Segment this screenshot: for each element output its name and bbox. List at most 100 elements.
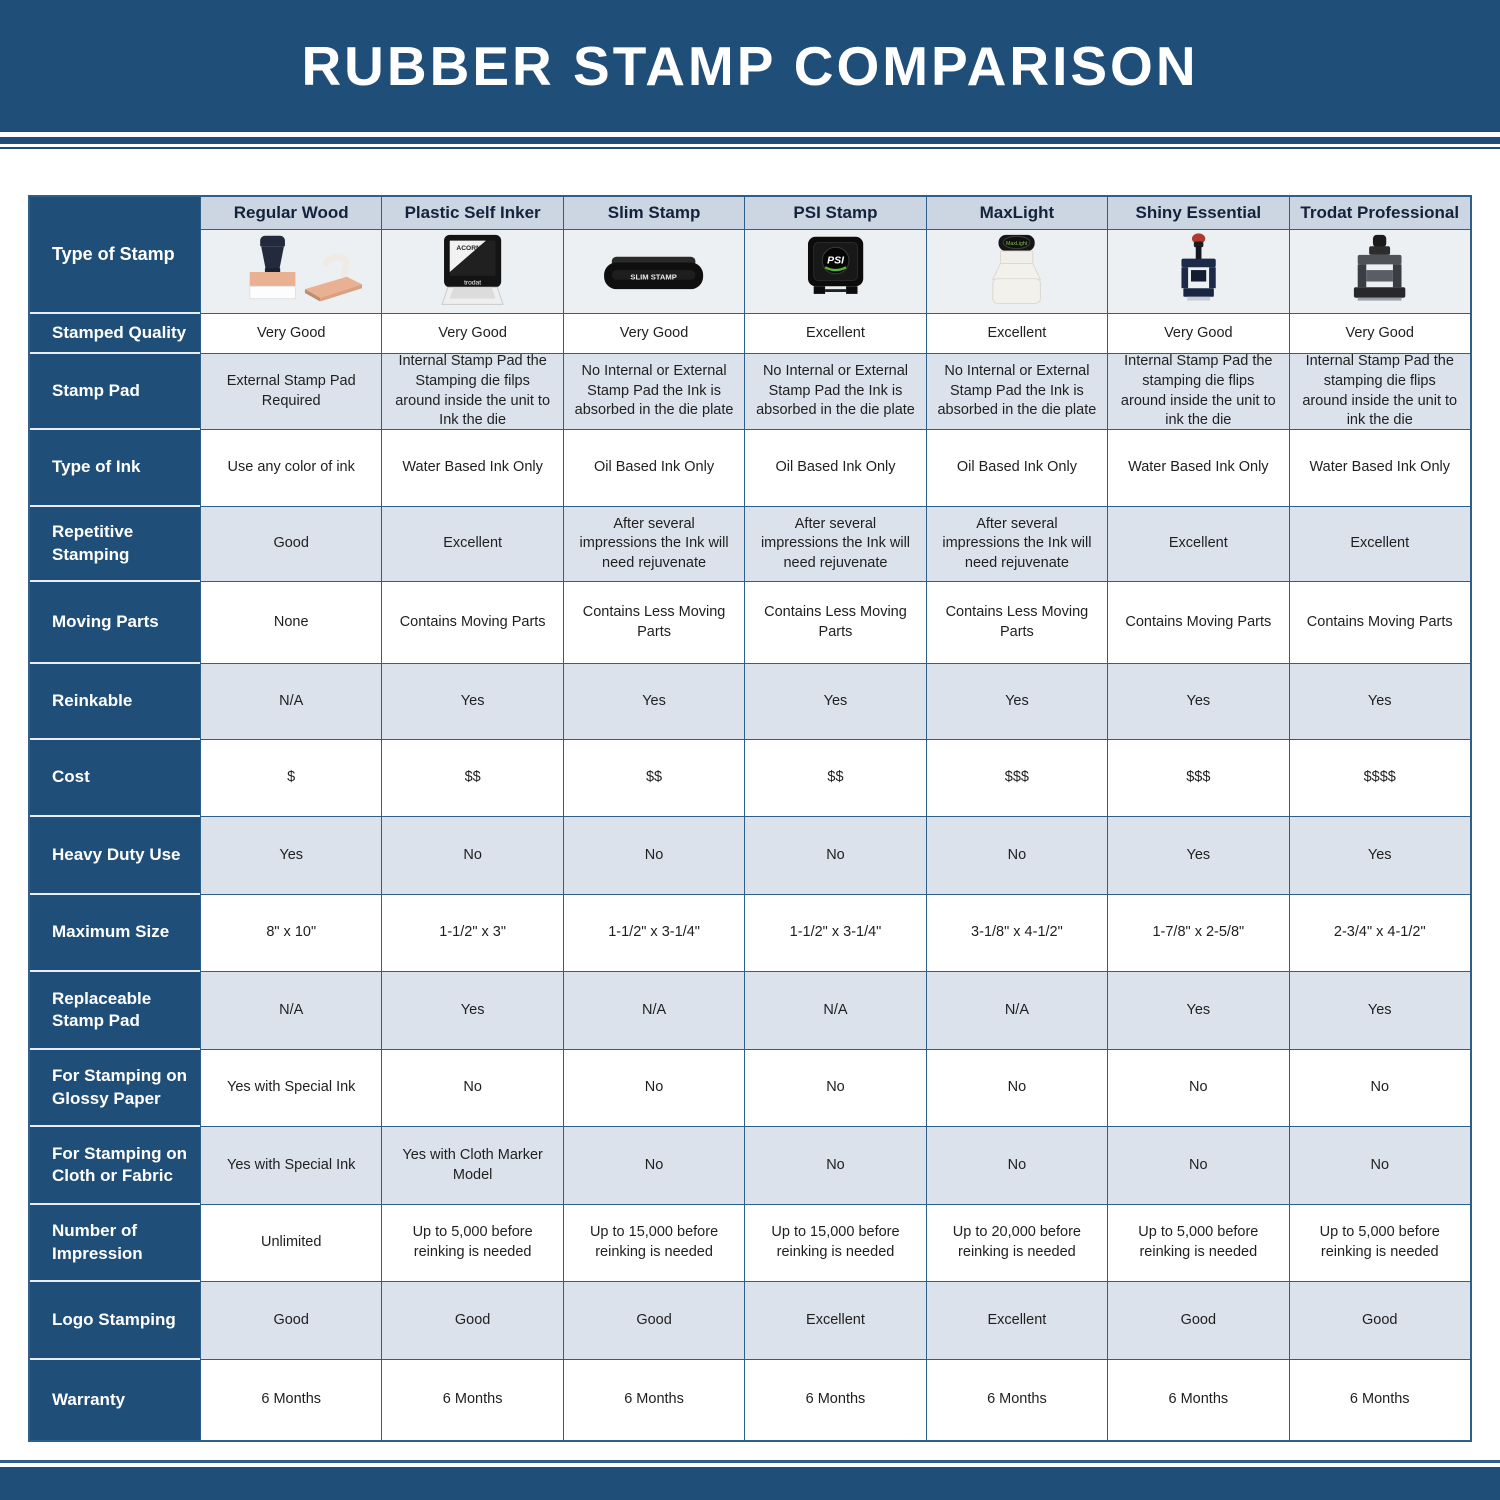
cell-logo-stamping-slim-stamp: Good xyxy=(562,1282,745,1360)
row-label-heavy-duty-use: Heavy Duty Use xyxy=(30,817,200,895)
table-row-maximum-size: Maximum Size 8" x 10" 1-1/2" x 3" 1-1/2" x … xyxy=(30,895,1470,972)
cell-for-stamping-on-glossy-paper-trodat-professional: No xyxy=(1288,1050,1470,1127)
page-footer xyxy=(0,1460,1500,1500)
cell-reinkable-trodat-professional: Yes xyxy=(1288,664,1470,740)
header-divider-thin-line xyxy=(0,147,1500,149)
cell-cost-trodat-professional: $$$$ xyxy=(1288,740,1470,817)
cell-for-stamping-on-glossy-paper-slim-stamp: No xyxy=(562,1050,745,1127)
header-divider-gap-2 xyxy=(0,144,1500,147)
cell-stamp-pad-plastic-self-inker: Internal Stamp Pad the Stamping die filp… xyxy=(381,353,563,430)
cell-replaceable-stamp-pad-regular-wood: N/A xyxy=(200,972,382,1050)
table-row-repetitive-stamping: Repetitive Stamping Good Excellent After se… xyxy=(30,507,1470,582)
cell-type-of-ink-psi-stamp: Oil Based Ink Only xyxy=(744,430,926,507)
cell-warranty-trodat-professional: 6 Months xyxy=(1288,1360,1470,1440)
psi-stamp-image-cell: PSI xyxy=(744,230,926,314)
cell-moving-parts-slim-stamp: Contains Less Moving Parts xyxy=(562,582,745,664)
cell-stamp-pad-trodat-professional: Internal Stamp Pad the stamping die flip… xyxy=(1288,353,1470,430)
cell-logo-stamping-trodat-professional: Good xyxy=(1288,1282,1470,1360)
cell-replaceable-stamp-pad-trodat-professional: Yes xyxy=(1288,972,1470,1050)
comparison-table: Type of Stamp Regular Wood Plastic Self I… xyxy=(28,195,1472,1442)
regular-wood-stamp-image xyxy=(248,235,362,302)
cell-repetitive-stamping-trodat-professional: Excellent xyxy=(1288,507,1470,582)
page-title: RUBBER STAMP COMPARISON xyxy=(301,35,1199,97)
row-label-repetitive-stamping: Repetitive Stamping xyxy=(30,507,200,582)
cell-cost-psi-stamp: $$ xyxy=(744,740,926,817)
row-label-stamped-quality: Stamped Quality xyxy=(30,314,200,354)
cell-stamp-pad-regular-wood: External Stamp Pad Required xyxy=(200,354,382,430)
cell-moving-parts-maxlight: Contains Less Moving Parts xyxy=(925,582,1108,664)
table-row-for-stamping-on-glossy-paper: For Stamping on Glossy Paper Yes with Spe… xyxy=(30,1050,1470,1127)
cell-repetitive-stamping-regular-wood: Good xyxy=(200,507,382,582)
cell-heavy-duty-use-plastic-self-inker: No xyxy=(381,817,563,895)
cell-type-of-ink-plastic-self-inker: Water Based Ink Only xyxy=(381,430,563,507)
cell-reinkable-regular-wood: N/A xyxy=(200,664,382,740)
cell-for-stamping-on-glossy-paper-shiny-essential: No xyxy=(1107,1050,1289,1127)
regular-wood-stamp-image-cell xyxy=(200,230,382,314)
cell-moving-parts-plastic-self-inker: Contains Moving Parts xyxy=(381,582,563,664)
table-header-right: Regular Wood Plastic Self Inker Slim Stamp… xyxy=(200,197,1470,314)
cell-repetitive-stamping-psi-stamp: After several impressions the Ink will n… xyxy=(744,507,926,582)
cell-logo-stamping-regular-wood: Good xyxy=(200,1282,382,1360)
trodat-professional-stamp-image xyxy=(1354,234,1406,301)
cell-maximum-size-plastic-self-inker: 1-1/2" x 3" xyxy=(381,895,563,972)
row-label-replaceable-stamp-pad: Replaceable Stamp Pad xyxy=(30,972,200,1050)
column-images-row: ACORN trodat SLIM STAMP PSI MaxLight xyxy=(200,230,1470,314)
cell-number-of-impression-maxlight: Up to 20,000 before reinking is needed xyxy=(925,1205,1108,1282)
table-row-warranty: Warranty 6 Months 6 Months 6 Months 6 Months… xyxy=(30,1360,1470,1440)
cell-reinkable-plastic-self-inker: Yes xyxy=(381,664,563,740)
cell-number-of-impression-shiny-essential: Up to 5,000 before reinking is needed xyxy=(1107,1205,1289,1282)
row-label-number-of-impression: Number of Impression xyxy=(30,1205,200,1282)
table-row-type-of-ink: Type of Ink Use any color of ink Water Bas… xyxy=(30,430,1470,507)
cell-heavy-duty-use-shiny-essential: Yes xyxy=(1107,817,1289,895)
row-label-maximum-size: Maximum Size xyxy=(30,895,200,972)
plastic-self-inker-stamp-image: ACORN trodat xyxy=(441,234,504,305)
svg-text:trodat: trodat xyxy=(464,279,481,286)
cell-replaceable-stamp-pad-shiny-essential: Yes xyxy=(1107,972,1289,1050)
cell-warranty-slim-stamp: 6 Months xyxy=(562,1360,745,1440)
cell-for-stamping-on-cloth-or-fabric-regular-wood: Yes with Special Ink xyxy=(200,1127,382,1205)
footer-thin-line xyxy=(0,1460,1500,1463)
row-label-stamp-pad: Stamp Pad xyxy=(30,354,200,430)
cell-for-stamping-on-cloth-or-fabric-trodat-professional: No xyxy=(1288,1127,1470,1205)
cell-warranty-maxlight: 6 Months xyxy=(925,1360,1108,1440)
cell-reinkable-shiny-essential: Yes xyxy=(1107,664,1289,740)
cell-moving-parts-psi-stamp: Contains Less Moving Parts xyxy=(744,582,926,664)
maxlight-stamp-image: MaxLight xyxy=(992,234,1042,304)
cell-repetitive-stamping-plastic-self-inker: Excellent xyxy=(381,507,563,582)
cell-warranty-psi-stamp: 6 Months xyxy=(744,1360,926,1440)
row-label-cost: Cost xyxy=(30,740,200,817)
cell-maximum-size-maxlight: 3-1/8" x 4-1/2" xyxy=(925,895,1108,972)
cell-stamp-pad-slim-stamp: No Internal or External Stamp Pad the In… xyxy=(562,354,745,430)
cell-heavy-duty-use-regular-wood: Yes xyxy=(200,817,382,895)
cell-moving-parts-shiny-essential: Contains Moving Parts xyxy=(1107,582,1289,664)
column-header-maxlight: MaxLight xyxy=(925,197,1108,230)
table-row-heavy-duty-use: Heavy Duty Use Yes No No No No Yes Yes xyxy=(30,817,1470,895)
cell-number-of-impression-regular-wood: Unlimited xyxy=(200,1205,382,1282)
cell-logo-stamping-maxlight: Excellent xyxy=(925,1282,1108,1360)
cell-for-stamping-on-cloth-or-fabric-plastic-self-inker: Yes with Cloth Marker Model xyxy=(381,1127,563,1205)
cell-warranty-regular-wood: 6 Months xyxy=(200,1360,382,1440)
table-row-number-of-impression: Number of Impression Unlimited Up to 5,000… xyxy=(30,1205,1470,1282)
page-header: RUBBER STAMP COMPARISON xyxy=(0,0,1500,132)
cell-heavy-duty-use-psi-stamp: No xyxy=(744,817,926,895)
column-header-psi-stamp: PSI Stamp xyxy=(744,197,926,230)
cell-cost-regular-wood: $ xyxy=(200,740,382,817)
cell-for-stamping-on-glossy-paper-psi-stamp: No xyxy=(744,1050,926,1127)
cell-stamped-quality-plastic-self-inker: Very Good xyxy=(381,314,563,354)
cell-reinkable-maxlight: Yes xyxy=(925,664,1108,740)
svg-text:MaxLight: MaxLight xyxy=(1006,240,1028,246)
table-row-stamped-quality: Stamped Quality Very Good Very Good Very Go… xyxy=(30,314,1470,354)
cell-replaceable-stamp-pad-slim-stamp: N/A xyxy=(562,972,745,1050)
cell-logo-stamping-shiny-essential: Good xyxy=(1107,1282,1289,1360)
slim-stamp-image-cell: SLIM STAMP xyxy=(562,230,745,314)
column-header-shiny-essential: Shiny Essential xyxy=(1107,197,1289,230)
cell-stamp-pad-shiny-essential: Internal Stamp Pad the stamping die flip… xyxy=(1107,353,1289,430)
cell-cost-maxlight: $$$ xyxy=(925,740,1108,817)
cell-stamped-quality-slim-stamp: Very Good xyxy=(562,314,745,354)
cell-replaceable-stamp-pad-plastic-self-inker: Yes xyxy=(381,972,563,1050)
table-row-logo-stamping: Logo Stamping Good Good Good Excellent Excell… xyxy=(30,1282,1470,1360)
table-body: Stamped Quality Very Good Very Good Very Go… xyxy=(30,314,1470,1440)
cell-replaceable-stamp-pad-psi-stamp: N/A xyxy=(744,972,926,1050)
cell-type-of-ink-maxlight: Oil Based Ink Only xyxy=(925,430,1108,507)
cell-warranty-shiny-essential: 6 Months xyxy=(1107,1360,1289,1440)
